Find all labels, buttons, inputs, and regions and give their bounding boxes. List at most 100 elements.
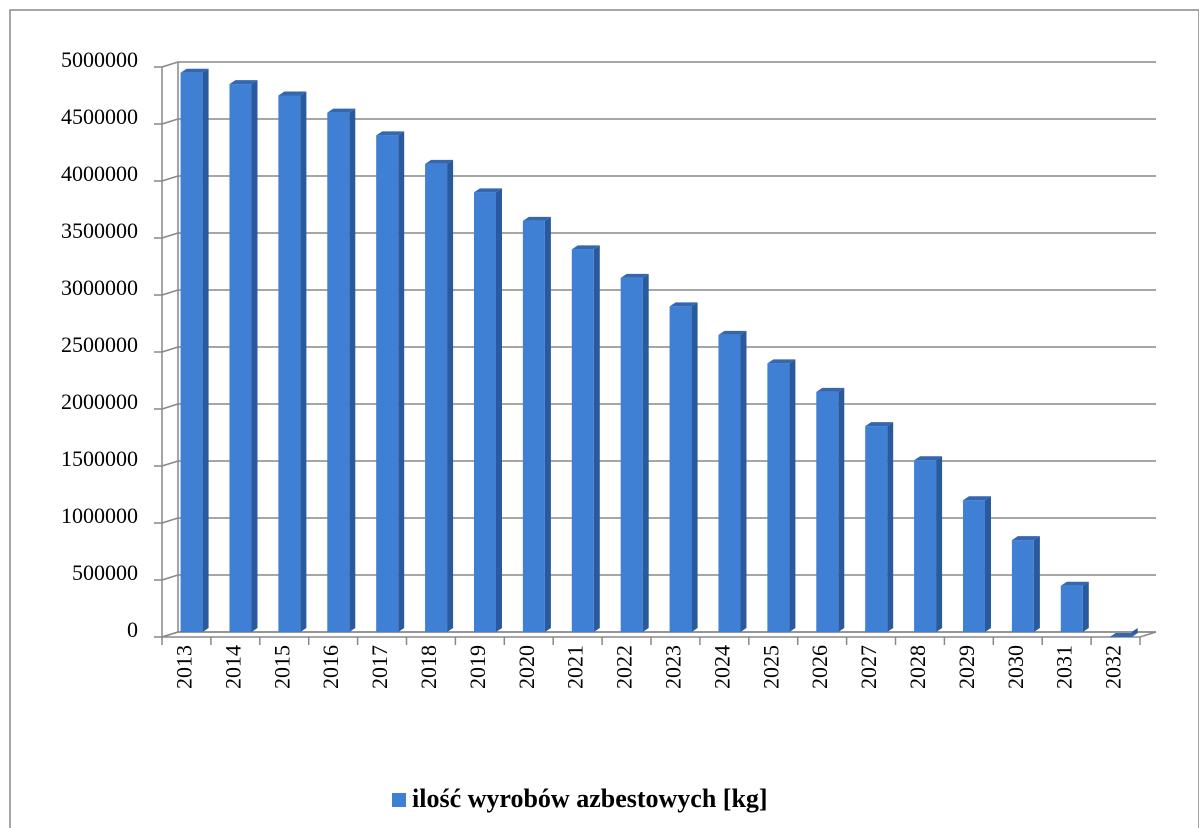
x-tick-label: 2014 — [220, 645, 245, 689]
bar-face — [1060, 581, 1089, 586]
bar-face — [327, 108, 356, 113]
y-tick-label: 5000000 — [61, 47, 138, 72]
y-tick-label: 0 — [127, 617, 138, 642]
legend-label: ilość wyrobów azbestowych [kg] — [412, 784, 768, 813]
bar — [229, 80, 258, 633]
bar-face — [767, 363, 790, 632]
grid-line-side — [161, 118, 179, 125]
grid-line-side — [161, 61, 179, 68]
bar-face — [914, 460, 937, 632]
bar-face — [816, 387, 845, 392]
bar-face — [669, 302, 698, 307]
x-tick-label: 2028 — [905, 645, 930, 689]
bar-face — [1060, 585, 1083, 632]
bar-face — [718, 334, 741, 632]
bar-face — [278, 91, 307, 96]
bar-face — [251, 80, 258, 633]
bar — [522, 216, 551, 632]
y-tick-label: 2000000 — [61, 389, 138, 414]
bar — [425, 159, 454, 632]
grid-line-side — [161, 232, 179, 239]
bar-face — [816, 391, 839, 632]
y-tick-label: 4000000 — [61, 161, 138, 186]
bar-face — [376, 135, 399, 632]
bar-face — [180, 68, 209, 73]
y-tick-label: 3500000 — [61, 218, 138, 243]
bar — [1060, 581, 1089, 632]
bar-face — [300, 91, 307, 632]
x-tick-label: 2019 — [465, 645, 490, 689]
y-tick-label: 1500000 — [61, 446, 138, 471]
bar-face — [202, 68, 209, 632]
bar-face — [767, 359, 796, 364]
bar-face — [620, 273, 649, 278]
x-tick-label: 2029 — [954, 645, 979, 689]
bar-face — [669, 306, 692, 632]
bar — [1109, 628, 1138, 637]
y-tick-label: 1000000 — [61, 503, 138, 528]
x-tick-label: 2032 — [1101, 645, 1126, 689]
bar-face — [593, 245, 600, 632]
bar — [278, 91, 307, 632]
x-tick-label: 2024 — [709, 645, 734, 689]
grid-line-side — [161, 346, 179, 353]
x-tick-label: 2030 — [1003, 645, 1028, 689]
bar — [376, 131, 405, 632]
bar-face — [789, 359, 796, 632]
bar — [1011, 536, 1040, 632]
bar-face — [962, 496, 991, 501]
bar-face — [740, 330, 747, 632]
grid-line-side — [161, 289, 179, 296]
y-tick-label: 3000000 — [61, 275, 138, 300]
bar-face — [571, 249, 594, 632]
x-tick-label: 2025 — [758, 645, 783, 689]
x-tick-label: 2020 — [514, 645, 539, 689]
legend-swatch — [392, 793, 406, 807]
bar — [914, 456, 943, 632]
bar — [816, 387, 845, 632]
bar-face — [327, 112, 350, 633]
grid-line-side — [161, 517, 179, 524]
grid-line-side — [161, 574, 179, 581]
bar-face — [447, 159, 454, 632]
bar-face — [1011, 536, 1040, 541]
grid-line-side — [161, 403, 179, 410]
bar-face — [984, 496, 991, 632]
bar-face — [887, 422, 894, 632]
bar-face — [180, 72, 203, 632]
bar — [473, 188, 502, 632]
bar-face — [495, 188, 502, 632]
bar — [327, 108, 356, 633]
bar-face — [376, 131, 405, 136]
grid-line-side — [161, 175, 179, 182]
bar — [718, 330, 747, 632]
bar-face — [718, 330, 747, 335]
bar — [571, 245, 600, 632]
x-tick-label: 2021 — [563, 645, 588, 689]
bar-face — [522, 220, 545, 632]
x-tick-label: 2023 — [660, 645, 685, 689]
bar — [669, 302, 698, 632]
x-tick-label: 2016 — [318, 645, 343, 689]
x-tick-label: 2015 — [269, 645, 294, 689]
bar-face — [838, 387, 845, 632]
x-tick-label: 2022 — [612, 645, 637, 689]
bar — [962, 496, 991, 632]
x-tick-label: 2027 — [856, 645, 881, 689]
bar-face — [278, 95, 301, 632]
bar-face — [571, 245, 600, 250]
bar-face — [1011, 540, 1034, 632]
bar-face — [865, 426, 888, 632]
bar — [767, 359, 796, 632]
bar-face — [229, 80, 258, 85]
grid-line-side — [161, 460, 179, 467]
bar-face — [642, 273, 649, 632]
y-tick-label: 4500000 — [61, 104, 138, 129]
bar-face — [349, 108, 356, 633]
bar — [180, 68, 209, 632]
bar — [865, 422, 894, 632]
bar-face — [1033, 536, 1040, 632]
x-tick-label: 2031 — [1052, 645, 1077, 689]
floor — [161, 631, 1157, 638]
